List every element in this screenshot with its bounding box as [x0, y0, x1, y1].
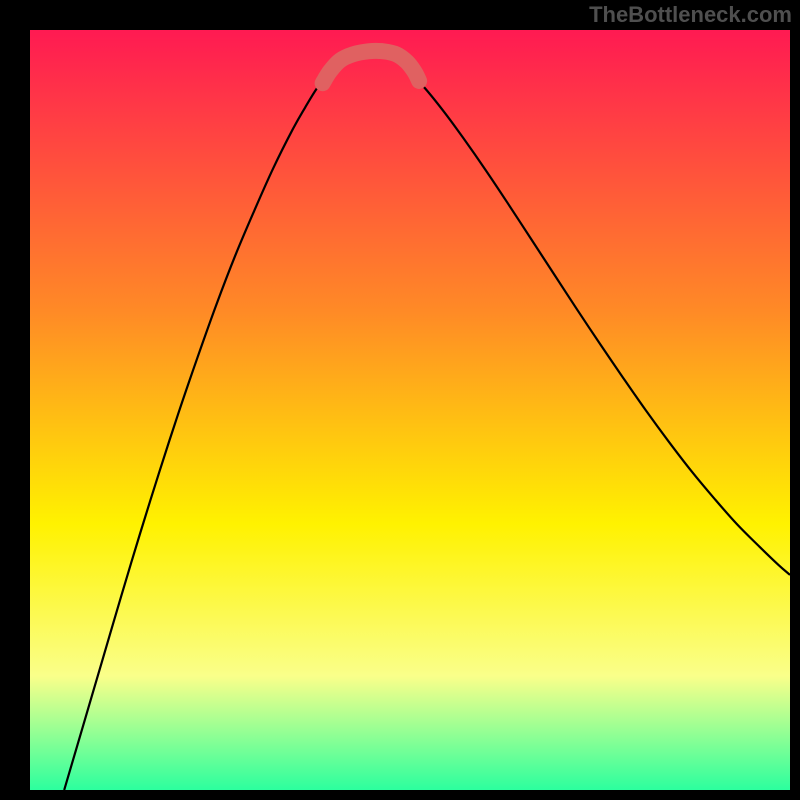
chart-frame: TheBottleneck.com [0, 0, 800, 800]
curve-layer [30, 30, 790, 790]
watermark-text: TheBottleneck.com [589, 2, 792, 28]
curve-valley-highlight [323, 51, 420, 83]
curve-v-right [408, 71, 790, 575]
curve-v-left [64, 71, 330, 790]
plot-area [30, 30, 790, 790]
